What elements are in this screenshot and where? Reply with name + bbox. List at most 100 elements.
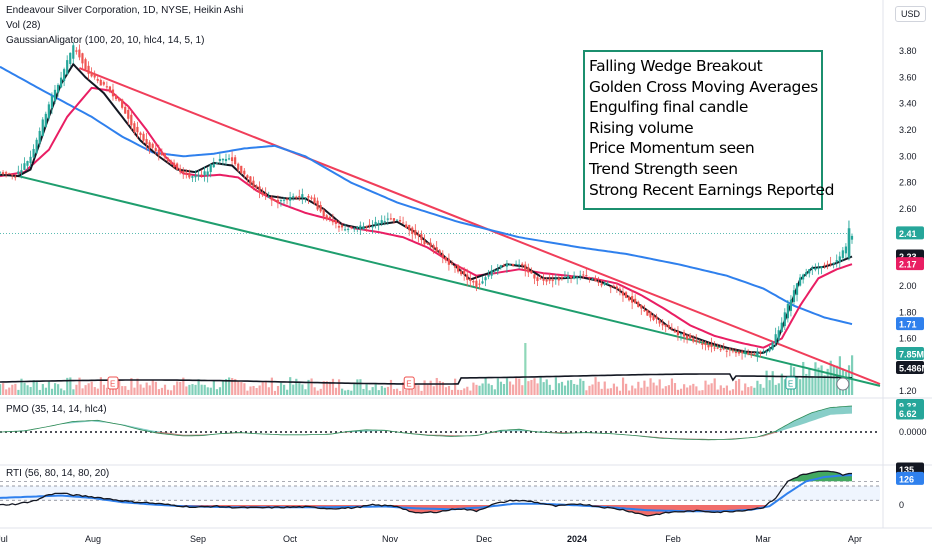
earnings-marker: E [403, 376, 415, 390]
volume-bar [75, 384, 78, 395]
volume-legend[interactable]: Vol (28) [6, 20, 41, 31]
candle-body [334, 220, 338, 224]
volume-bar [557, 383, 561, 395]
candle-body [389, 218, 392, 220]
volume-bar [316, 390, 319, 395]
annotation-line: Engulfing final candle [589, 98, 748, 117]
candle-body [307, 195, 310, 198]
volume-bar [90, 381, 93, 395]
chart-title: Endeavour Silver Corporation, 1D, NYSE, … [6, 5, 244, 16]
candle-body [383, 221, 386, 223]
volume-bar [521, 385, 524, 395]
candle-body [17, 171, 20, 174]
volume-bar [179, 381, 182, 395]
volume-bar [826, 368, 829, 395]
x-tick-label: 2024 [567, 534, 587, 544]
volume-bar [240, 382, 243, 395]
candle-body [127, 109, 130, 119]
candle-body [160, 152, 163, 156]
volume-bar [148, 385, 151, 395]
volume-bar [438, 380, 441, 395]
volume-bar [579, 378, 582, 395]
candle-body [234, 157, 237, 165]
candle-body [414, 229, 417, 236]
candle-body [511, 264, 515, 266]
volume-bar [713, 378, 716, 395]
x-tick-label: Nov [382, 534, 399, 544]
candle-body [365, 226, 368, 228]
candle-body [661, 323, 664, 326]
candle-body [594, 278, 597, 282]
candle-body [643, 310, 646, 312]
volume-bar [429, 380, 432, 395]
candle-body [444, 257, 447, 261]
candle-body [490, 270, 493, 276]
candle-body [371, 226, 374, 228]
candle-body [713, 347, 716, 349]
volume-bar [261, 381, 264, 395]
candle-body [438, 250, 441, 255]
volume-bar [215, 389, 219, 395]
y-tick-label: 3.20 [899, 125, 917, 135]
volume-bar [597, 381, 600, 395]
volume-bar [435, 377, 438, 395]
candle-body [545, 279, 548, 282]
candle-body [182, 171, 185, 174]
pmo-legend[interactable]: PMO (35, 14, 14, hlc4) [6, 404, 107, 415]
candle-body [405, 224, 408, 229]
rti-zero-label: 0 [899, 500, 904, 510]
volume-bar [5, 389, 8, 395]
candle-body [29, 156, 32, 164]
candle-body [292, 196, 295, 198]
volume-bar [615, 386, 619, 395]
volume-bar [567, 380, 570, 395]
rti-legend[interactable]: RTI (56, 80, 14, 80, 20) [6, 468, 110, 479]
candle-body [548, 278, 551, 281]
alligator-legend[interactable]: GaussianAligator (100, 20, 10, hlc4, 14,… [6, 35, 205, 46]
candle-body [783, 312, 786, 327]
candle-body [606, 283, 609, 285]
candle-body [655, 316, 658, 319]
currency-button[interactable]: USD [894, 6, 926, 22]
volume-bar [139, 384, 142, 395]
annotation-box: Falling Wedge Breakout Golden Cross Movi… [583, 50, 834, 210]
earnings-marker-glyph: E [110, 380, 115, 389]
candle-body [111, 89, 115, 97]
volume-bar [499, 381, 503, 395]
candle-body [527, 267, 530, 273]
candle-body [237, 163, 240, 170]
annotation-line: Rising volume [589, 118, 694, 137]
candle-body [469, 278, 472, 282]
candle-body [50, 95, 54, 109]
candle-body [508, 264, 512, 266]
candle-body [499, 265, 502, 268]
volume-bar [371, 387, 374, 395]
candle-body [588, 277, 591, 279]
volume-bar [692, 383, 695, 395]
volume-bar [313, 387, 316, 395]
candle-body [579, 275, 582, 277]
earnings-marker: E [107, 376, 119, 390]
candle-body [398, 220, 402, 222]
volume-bar [136, 378, 139, 395]
candle-body [273, 199, 276, 201]
candle-body [692, 338, 695, 342]
candle-body [737, 351, 741, 354]
x-tick-label: Apr [848, 534, 862, 544]
annotation-line: Price Momentum seen [589, 139, 755, 158]
candle-body [496, 269, 499, 272]
volume-bar [731, 389, 735, 395]
volume-bar [454, 378, 457, 395]
volume-bar [777, 383, 780, 395]
candle-body [670, 327, 673, 329]
candle-body [295, 196, 298, 198]
candle-body [435, 247, 438, 252]
earnings-marker-box [107, 376, 119, 390]
volume-bar [808, 368, 811, 395]
wedge-lower-line [18, 175, 881, 387]
volume-bar [111, 386, 115, 395]
y-tick-label: 1.20 [899, 386, 917, 396]
candle-body [224, 158, 228, 162]
candle-body [246, 175, 249, 178]
